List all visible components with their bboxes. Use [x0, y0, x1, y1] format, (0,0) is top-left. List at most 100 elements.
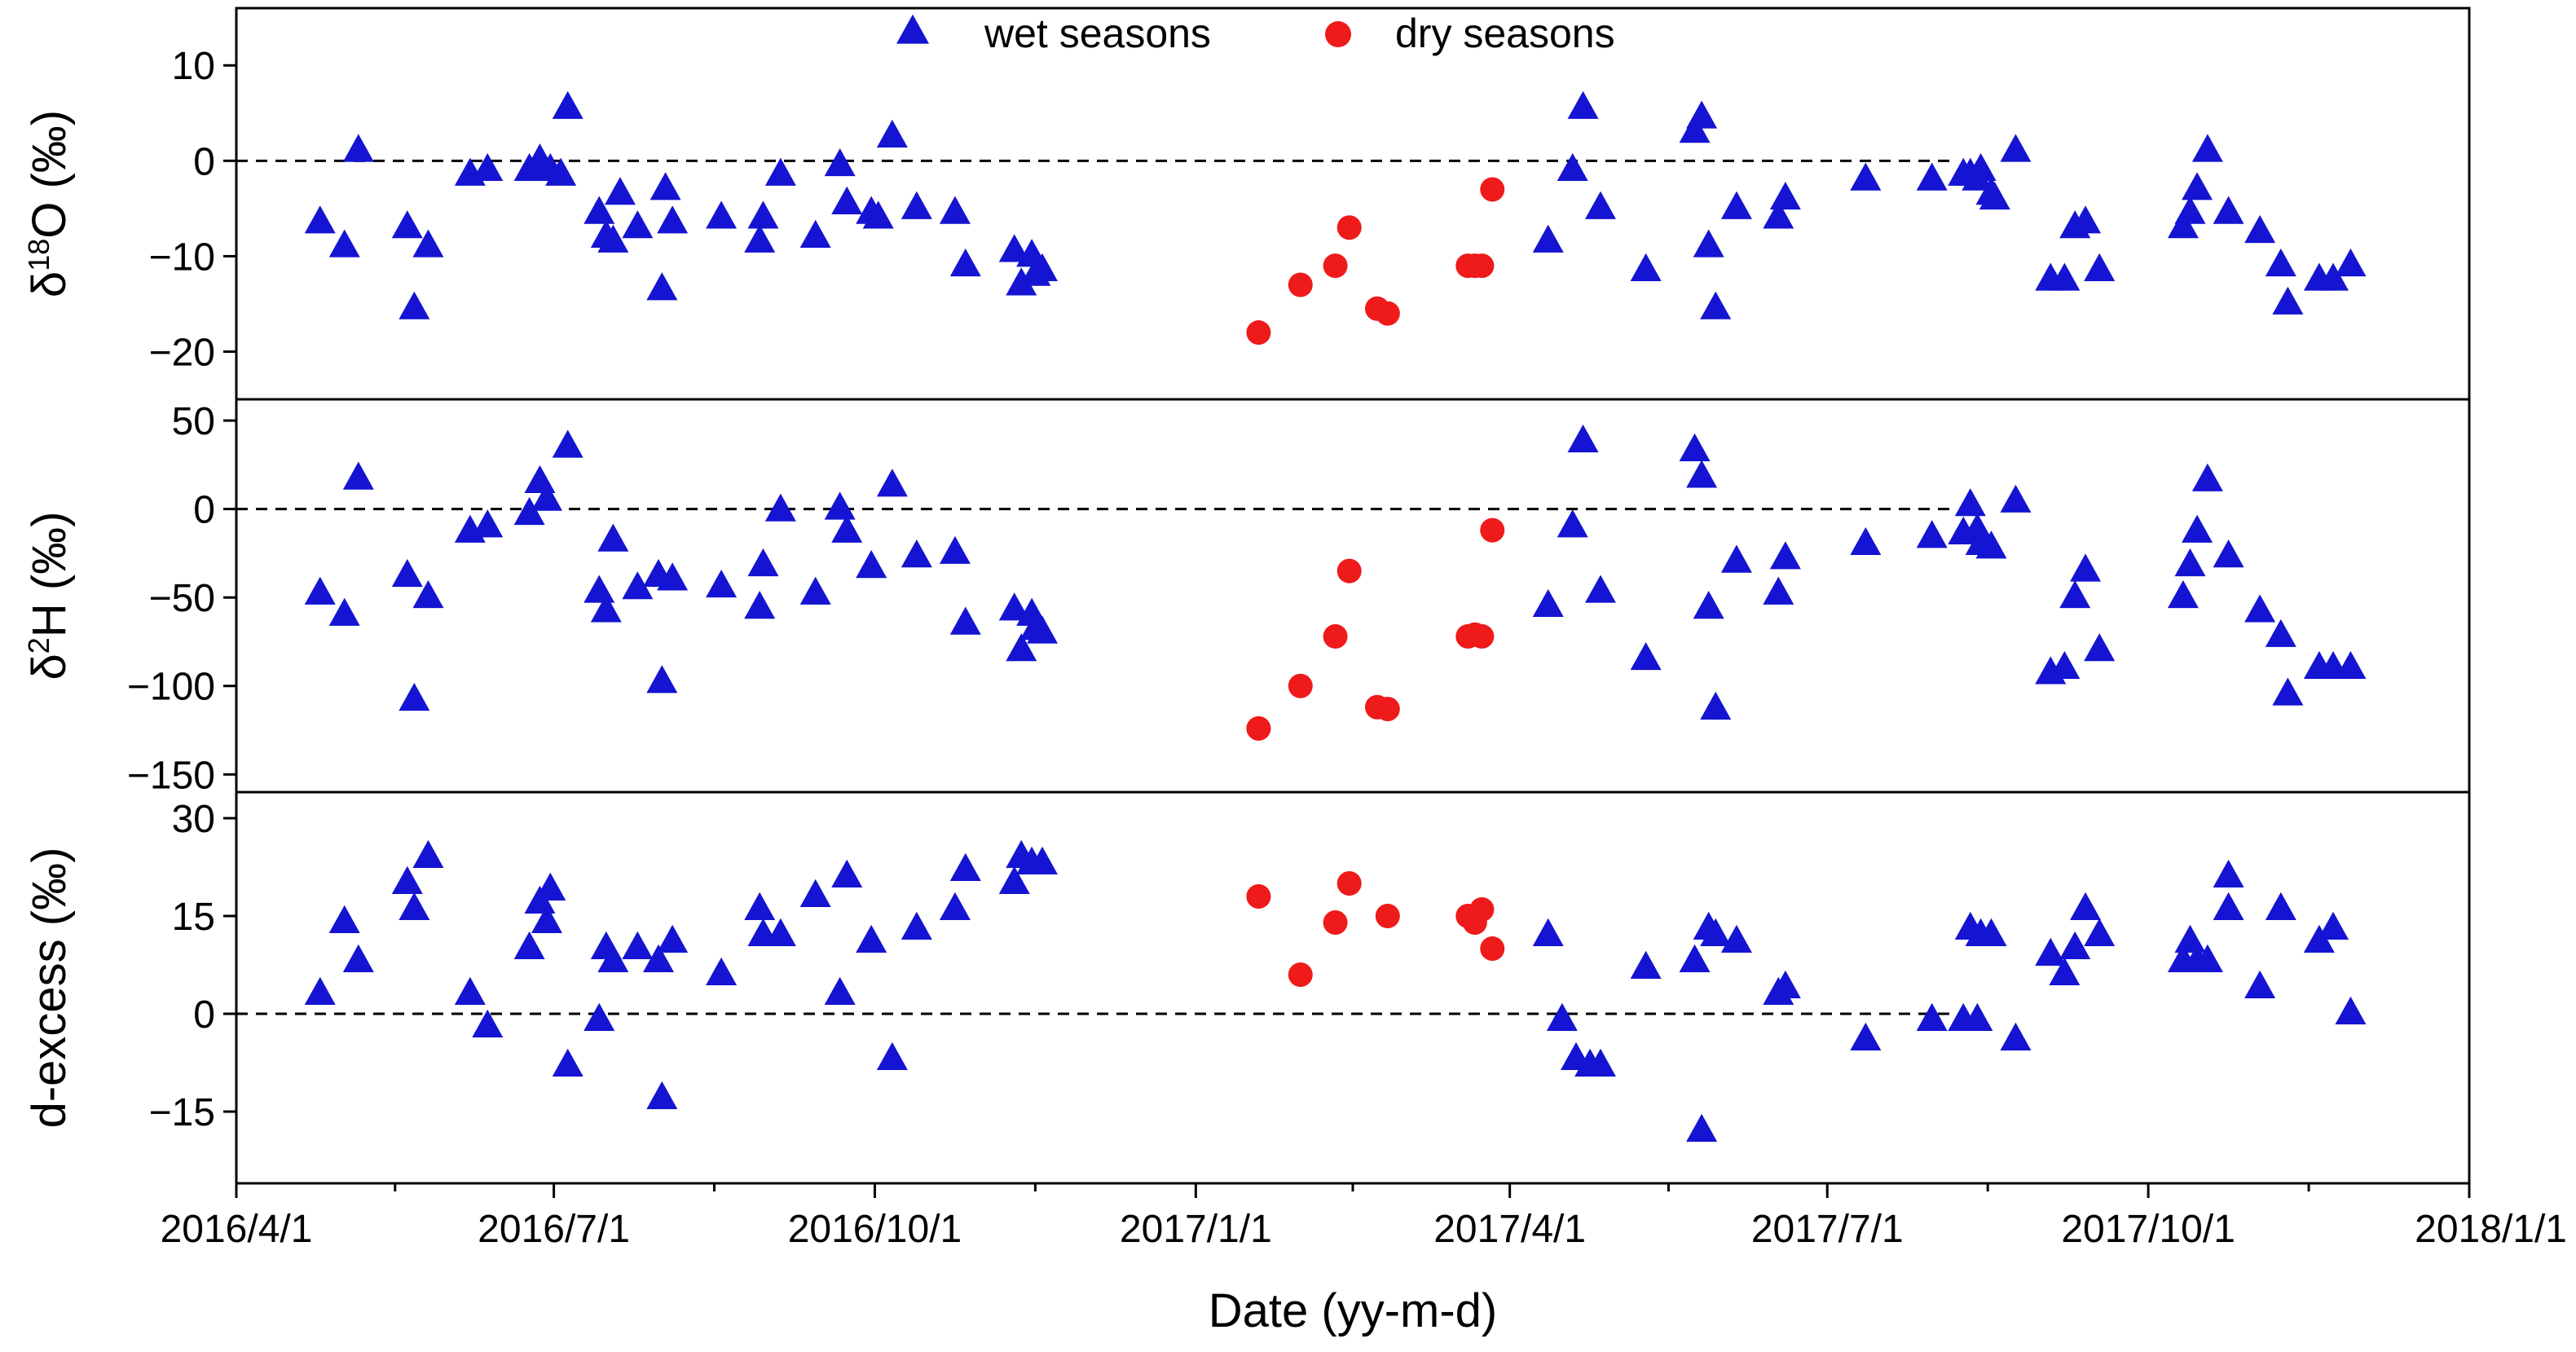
- wet-season-point: [604, 177, 636, 205]
- wet-season-point: [2272, 677, 2304, 706]
- wet-season-point: [2213, 196, 2244, 224]
- wet-season-point: [531, 482, 563, 511]
- wet-season-point: [1026, 615, 1058, 644]
- wet-season-point: [1557, 152, 1588, 182]
- wet-season-point: [1962, 513, 1993, 541]
- wet-season-point: [412, 839, 444, 868]
- dry-season-point: [1288, 272, 1313, 297]
- y-tick-label: 0: [193, 140, 215, 183]
- wet-season-point: [646, 1081, 678, 1109]
- wet-season-point: [1769, 970, 1801, 998]
- wet-season-point: [2070, 205, 2102, 234]
- wet-season-point: [2070, 553, 2102, 582]
- wet-season-point: [706, 957, 738, 985]
- y-tick-label: −100: [127, 666, 215, 709]
- series-wet: [304, 839, 2367, 1142]
- wet-season-point: [513, 496, 545, 526]
- y-axis-title: δ18O (‰): [22, 110, 77, 297]
- wet-season-point: [328, 905, 360, 933]
- dry-season-point: [1288, 962, 1313, 987]
- wet-season-point: [706, 200, 738, 229]
- wet-season-point: [824, 491, 856, 520]
- wet-season-point: [1584, 575, 1616, 603]
- wet-season-point: [2000, 134, 2032, 162]
- y-tick-label: −10: [149, 236, 215, 279]
- wet-season-point: [2213, 892, 2244, 920]
- wet-season-point: [998, 592, 1030, 621]
- wet-season-point: [1954, 488, 1986, 517]
- wet-season-point: [1769, 181, 1801, 210]
- y-tick-label: 0: [193, 993, 215, 1037]
- wet-season-point: [657, 924, 689, 953]
- dry-season-point: [1480, 936, 1505, 961]
- wet-season-point: [2244, 594, 2276, 623]
- wet-season-point: [949, 606, 981, 635]
- wet-season-point: [1720, 544, 1752, 573]
- wet-season-point: [1532, 588, 1564, 618]
- wet-season-point: [1769, 541, 1801, 570]
- dry-season-point: [1375, 301, 1400, 326]
- wet-season-point: [747, 548, 779, 577]
- legend-dry-label: dry seasons: [1395, 11, 1615, 56]
- wet-season-point: [1686, 1113, 1718, 1142]
- wet-season-point: [2318, 911, 2349, 940]
- wet-season-point: [1026, 253, 1058, 281]
- wet-season-point: [1962, 1002, 1993, 1031]
- wet-season-point: [531, 905, 563, 933]
- wet-season-point: [1763, 200, 1794, 229]
- wet-season-point: [949, 852, 981, 881]
- y-tick-label: −150: [127, 754, 215, 797]
- wet-season-point: [2191, 944, 2223, 972]
- wet-season-point: [764, 157, 796, 186]
- wet-season-point: [1975, 531, 2007, 559]
- wet-season-point: [1686, 460, 1718, 488]
- wet-season-point: [2213, 859, 2244, 887]
- wet-season-point: [2213, 539, 2244, 568]
- wet-season-point: [2059, 579, 2091, 609]
- wet-season-point: [1720, 191, 1752, 219]
- panel-dexcess: 30 15 0 −15 d-excess (‰): [23, 791, 2471, 1185]
- wet-season-point: [650, 172, 681, 200]
- wet-season-point: [1630, 641, 1662, 671]
- wet-season-point: [1546, 1002, 1578, 1031]
- wet-season-point: [831, 514, 863, 543]
- wet-season-point: [998, 234, 1030, 262]
- wet-season-point: [1532, 918, 1564, 946]
- wet-season-point: [1584, 191, 1616, 219]
- wet-season-point: [1567, 424, 1599, 453]
- series-dry: [1246, 871, 1505, 987]
- wet-season-point: [391, 558, 423, 588]
- wet-season-point: [1700, 691, 1732, 720]
- wet-season-point: [876, 469, 908, 497]
- wet-season-point: [900, 539, 932, 568]
- x-axis-title: Date (yy-m-d): [1209, 1284, 1497, 1337]
- x-tick-label: 2017/7/1: [1751, 1208, 1904, 1251]
- wet-season-point: [590, 594, 622, 623]
- wet-season-point: [2070, 892, 2102, 920]
- wet-season-point: [513, 931, 545, 959]
- y-axis-title-prefix: δ: [23, 271, 76, 297]
- wet-season-point: [1026, 846, 1058, 874]
- y-axis-title-prefix: d-excess (‰): [23, 848, 76, 1129]
- y-axis-title-superscript: 2: [22, 637, 55, 654]
- dry-season-point: [1480, 177, 1505, 202]
- wet-season-point: [304, 976, 336, 1005]
- wet-season-point: [799, 219, 831, 248]
- wet-season-point: [643, 944, 675, 972]
- y-tick-label: −15: [149, 1091, 215, 1134]
- wet-season-point: [472, 1009, 504, 1037]
- y-axis-title-suffix: H (‰): [23, 512, 76, 638]
- wet-season-point: [1686, 100, 1718, 129]
- dry-season-point: [1375, 904, 1400, 928]
- dry-season-point: [1336, 871, 1362, 896]
- wet-season-point: [1567, 90, 1599, 119]
- wet-season-point: [876, 119, 908, 148]
- wet-season-point: [2084, 253, 2116, 281]
- wet-season-point: [1006, 267, 1037, 296]
- wet-season-point: [1720, 924, 1752, 953]
- wet-season-point: [2059, 931, 2091, 959]
- wet-season-point: [764, 918, 796, 946]
- wet-season-point: [744, 892, 776, 920]
